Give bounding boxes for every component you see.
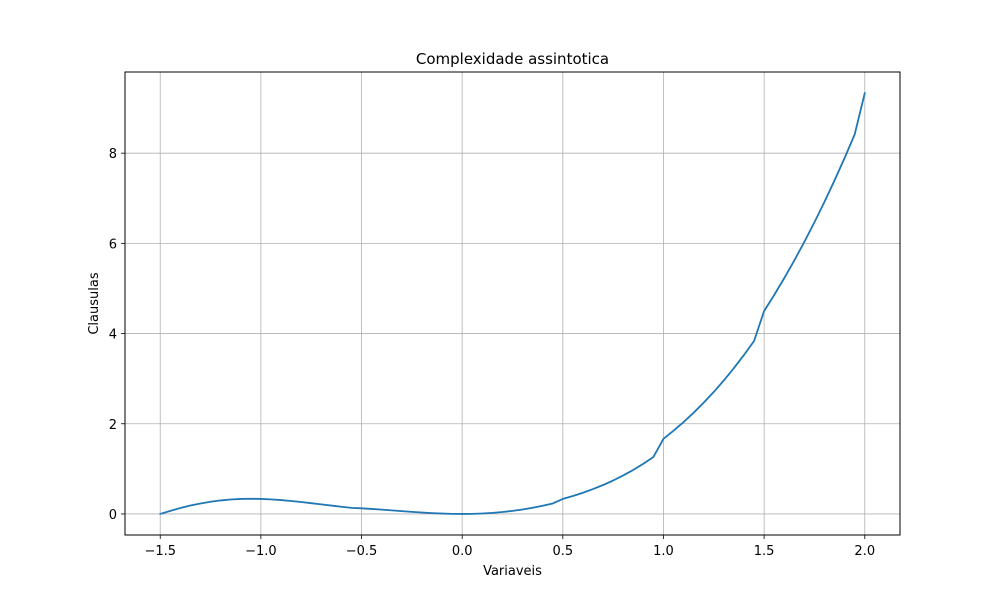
y-tick-label: 2 — [109, 418, 117, 433]
x-tick-label: 1.5 — [754, 544, 775, 559]
x-tick-label: 1.0 — [653, 544, 674, 559]
x-tick-label: 0.0 — [452, 544, 473, 559]
x-tick-label: 2.0 — [854, 544, 875, 559]
y-tick-label: 4 — [109, 328, 117, 343]
x-tick-label: −1.5 — [144, 544, 176, 559]
series-line — [159, 92, 866, 515]
axes-frame — [124, 71, 901, 536]
grid — [125, 72, 900, 535]
chart-title: Complexidade assintotica — [416, 50, 609, 68]
x-tick-label: 0.5 — [552, 544, 573, 559]
x-tick-label: −0.5 — [346, 544, 378, 559]
x-axis: −1.5 −1.0 −0.5 0.0 0.5 1.0 1.5 2.0 — [144, 535, 875, 559]
y-tick-label: 8 — [109, 147, 117, 162]
y-axis: 0 2 4 6 8 — [109, 147, 125, 523]
series-layer — [159, 92, 866, 515]
x-tick-label: −1.0 — [245, 544, 277, 559]
y-axis-label: Clausulas — [87, 272, 102, 334]
y-tick-label: 6 — [109, 237, 117, 252]
x-axis-label: Variaveis — [483, 564, 542, 579]
y-tick-label: 0 — [109, 508, 117, 523]
